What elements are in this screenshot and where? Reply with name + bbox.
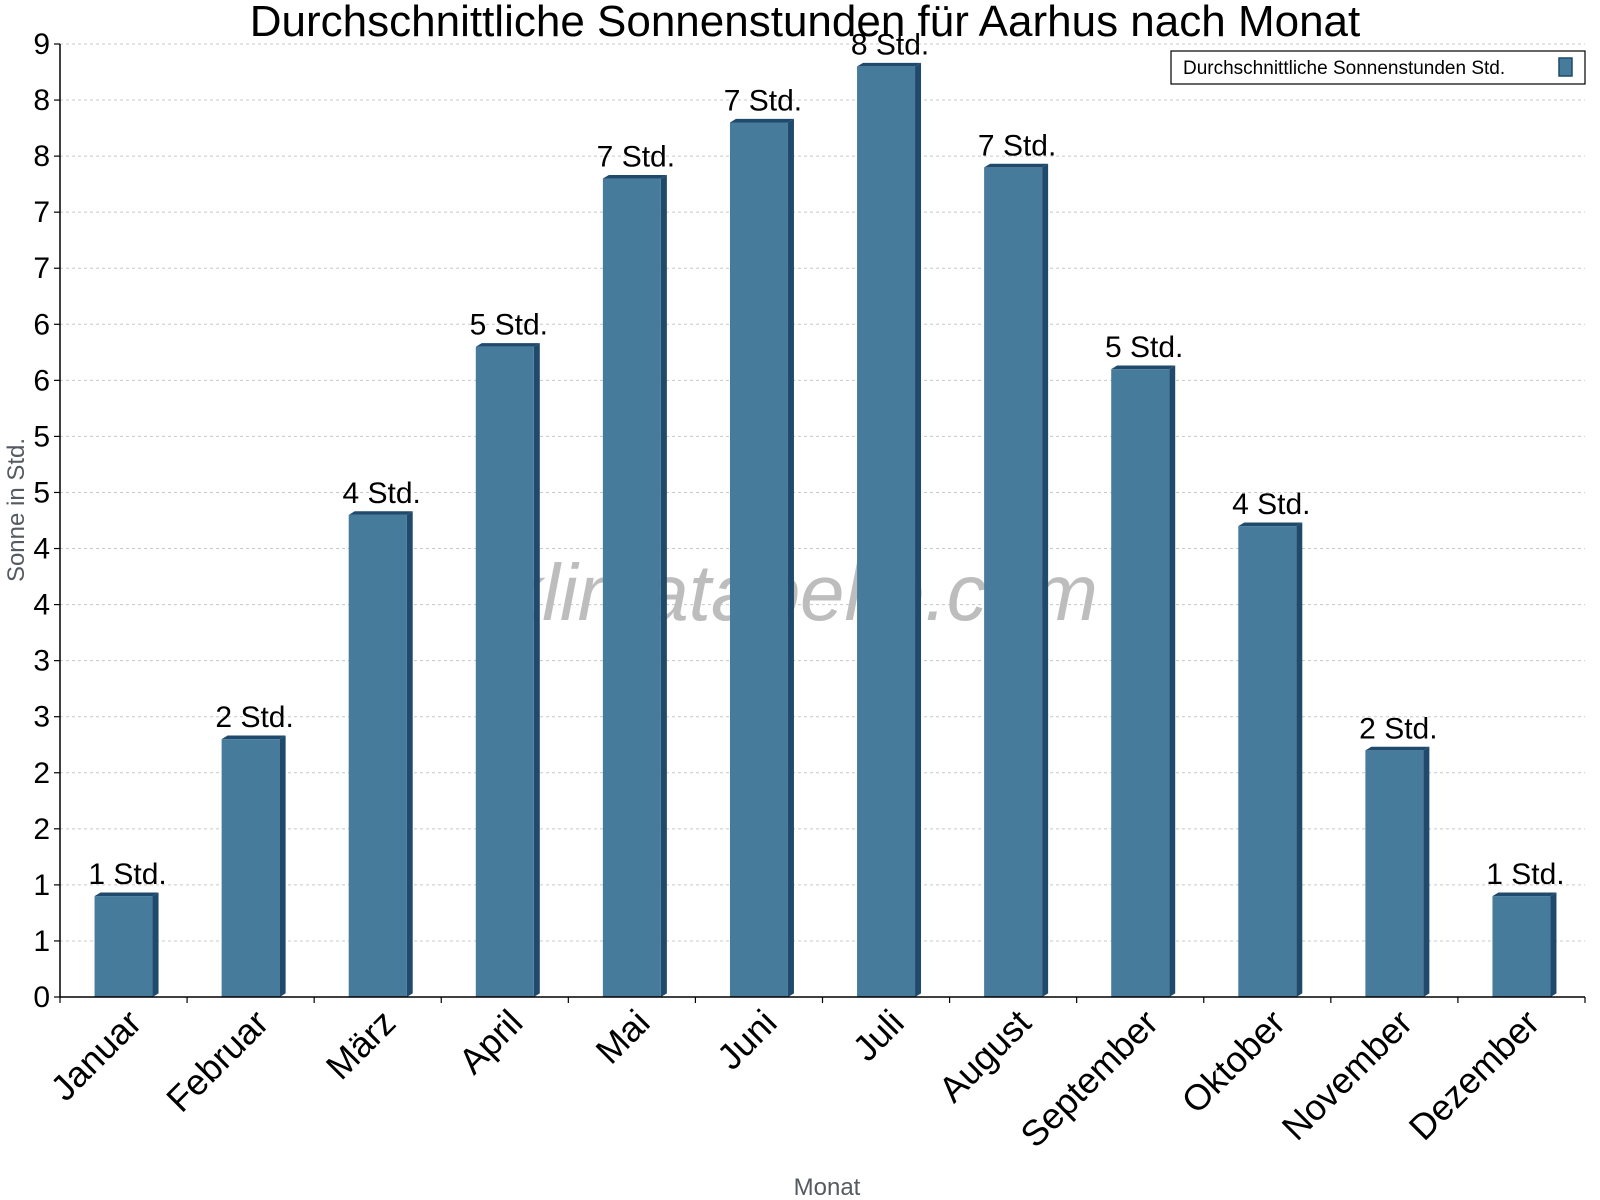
data-label: 2 Std. [1359,712,1437,745]
bar [984,167,1043,997]
bar [221,739,280,997]
x-tick-label: Dezember [1401,1002,1547,1148]
x-tick-label: März [318,1002,404,1088]
bar-side [1296,522,1303,997]
bars [94,62,1557,998]
data-label: 8 Std. [851,28,929,61]
bar-top [857,62,922,67]
data-label: 2 Std. [215,701,293,734]
bar-side [660,174,667,998]
data-label: 7 Std. [724,84,802,117]
bar-side [1169,365,1176,998]
y-tick-label: 4 [33,533,50,566]
y-tick-label: 5 [33,476,50,509]
bar-top [1492,892,1557,897]
y-tick-label: 9 [33,28,50,61]
bar-top [1111,365,1176,370]
x-tick-label: September [1012,1002,1166,1156]
bar [729,122,788,997]
bar-side [1550,892,1557,997]
legend: Durchschnittliche Sonnenstunden Std. [1170,50,1586,85]
x-tick-label: April [451,1002,531,1082]
bar [1238,526,1297,997]
bar-top [1238,522,1303,527]
bar-top [984,163,1049,168]
bar-side [787,118,794,998]
data-label: 4 Std. [343,477,421,510]
bar-side [915,62,922,997]
x-tick-label: Juli [845,1002,912,1069]
chart-title: Durchschnittliche Sonnenstunden für Aarh… [250,0,1360,46]
legend-swatch [1558,57,1573,77]
bar [1365,750,1424,997]
y-tick-label: 1 [33,925,50,958]
bar-top [94,892,159,897]
bar [602,178,661,997]
y-tick-label: 8 [33,84,50,117]
bar-side [1042,163,1049,997]
data-label: 5 Std. [470,309,548,342]
bar-side [279,735,286,997]
bar-top [475,343,540,347]
x-tick-label: Februar [158,1002,276,1120]
x-tick-label: Januar [42,1002,149,1109]
bar-top [1365,746,1430,751]
y-tick-label: 2 [33,757,50,790]
y-tick-label: 0 [33,981,50,1014]
gridlines [60,43,1585,942]
y-tick-label: 7 [33,252,50,285]
x-tick-label: Mai [588,1002,658,1072]
y-tick-label: 3 [33,701,50,734]
x-tick-label: November [1274,1002,1420,1148]
y-tick-label: 6 [33,308,50,341]
data-label: 4 Std. [1232,488,1310,521]
bar [857,66,916,998]
bar-side [406,511,413,997]
bar [1492,896,1551,997]
bar [94,896,153,997]
legend-label: Durchschnittliche Sonnenstunden Std. [1183,58,1505,79]
y-axis-label: Sonne in Std. [3,438,30,582]
x-tick-label: Oktober [1173,1002,1293,1122]
x-axis-label: Monat [794,1174,861,1200]
y-tick-label: 2 [33,813,50,846]
y-tick-label: 8 [33,140,50,173]
bar [1111,369,1170,997]
bar-top [602,174,667,179]
bar-top [729,118,794,123]
data-label: 1 Std. [88,858,166,891]
bar-top [348,511,413,515]
legend-box [1170,50,1586,85]
x-tick-label: August [931,1002,1039,1110]
bar-side [152,892,159,997]
y-tick-label: 7 [33,196,50,229]
y-tick-label: 3 [33,645,50,678]
y-tick-label: 4 [33,589,50,622]
x-tick-label: Juni [709,1002,785,1078]
y-tick-label: 6 [33,364,50,397]
bar-side [533,343,540,997]
data-label: 1 Std. [1486,858,1564,891]
y-tick-label: 1 [33,869,50,902]
bar [348,514,407,997]
data-label: 7 Std. [597,141,675,174]
bar [475,346,534,997]
data-labels: 1 Std. 2 Std. 4 Std. 5 Std. 7 Std. 7 Std. 8 St… [88,28,1564,891]
bar-top [221,735,286,740]
data-label: 7 Std. [978,129,1056,162]
y-tick-label: 5 [33,420,50,453]
bar-side [1423,746,1430,997]
data-label: 5 Std. [1105,331,1183,364]
